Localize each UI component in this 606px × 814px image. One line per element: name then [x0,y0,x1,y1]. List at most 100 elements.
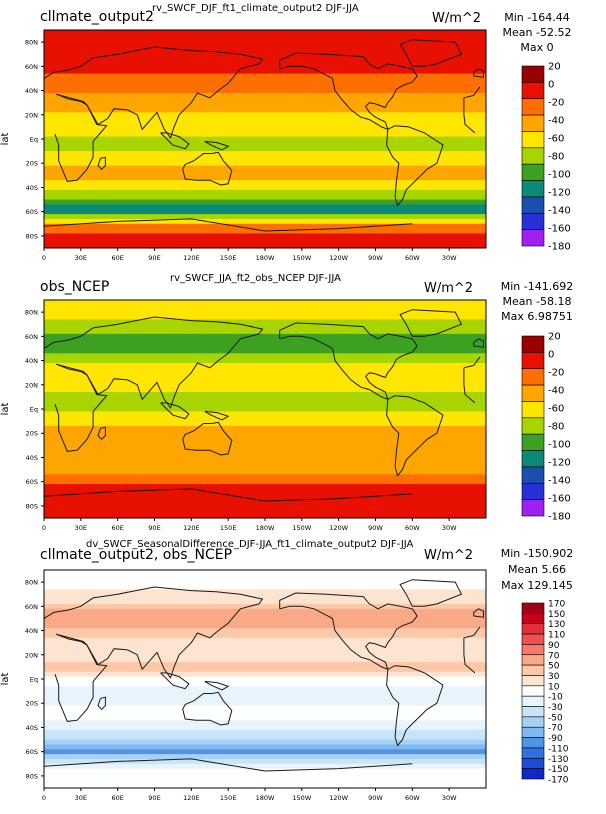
heatmap-band [44,54,486,60]
heatmap-band [44,695,486,702]
coastline [463,367,476,404]
colorbar-label: 0 [548,80,554,91]
colorbar-swatch [521,695,545,707]
panel-diff-plot: 80N 60N 40N 20N Eq 20S 40S 60S 80S 0 30E 60E 90E 120E… [0,569,569,802]
lon-tick-label: 90W [368,794,383,802]
coastline [54,363,108,452]
stat-mean: Mean 5.66 [508,563,566,576]
colorbar-swatch [521,417,545,435]
colorbar-swatch [521,82,545,100]
coastline [204,410,230,421]
lon-tick-label: 90W [368,254,383,262]
stat-min: Min -164.44 [504,11,570,24]
coastline [44,46,264,139]
heatmap-band [44,136,486,143]
lon-tick-label: 90E [148,254,160,262]
colorbar-swatch [521,98,545,116]
heatmap-band [44,628,486,634]
heatmap-band [44,126,486,133]
coastline [473,86,481,96]
heatmap-band [44,392,486,398]
colorbar-label: -120 [548,458,571,469]
heatmap-band [44,382,486,388]
heatmap-band [44,238,486,244]
colorbar-swatch [521,654,545,666]
colorbar-label: -160 [548,494,571,505]
panel-center-title: rv_SWCF_DJF_ft1_climate_output2 DJF-JJA [152,3,359,14]
heatmap-band [44,479,486,485]
coastline [386,125,444,207]
stat-max: Max 0 [520,41,554,54]
panel-obs-plot: 80N 60N 40N 20N Eq 20S 40S 60S 80S 0 30E 60E 90E 120E… [0,299,571,532]
lat-tick-label: 60S [26,748,38,756]
heatmap-band [44,739,486,745]
heatmap-band [44,194,486,201]
heatmap-band [44,199,486,205]
heatmap-band [44,411,486,417]
stat-min: Min -150.902 [500,547,574,560]
heatmap-band [44,170,486,176]
colorbar-label: 20 [548,332,561,343]
lon-tick-label: 150E [220,524,237,532]
colorbar-label: -40 [548,386,564,397]
colorbar-swatch [521,716,545,728]
lon-tick-label: 150E [220,254,237,262]
colorbar-label: 90 [548,641,560,651]
heatmap-band [44,705,486,712]
colorbar-swatch [521,450,545,468]
heatmap-band [44,122,486,128]
lon-tick-label: 30W [442,524,457,532]
heatmap-band [44,652,486,658]
lon-tick-label: 120E [183,524,200,532]
panel-obs: 80N 60N 40N 20N Eq 20S 40S 60S 80S 0 30E 60E 90E 120E… [0,270,606,538]
heatmap-band [44,30,486,36]
heatmap-band [44,681,486,687]
heatmap-band [44,691,486,697]
heatmap-band [44,377,486,383]
heatmap-band [44,425,486,432]
coastline [399,579,463,607]
colorbar-label: -140 [548,206,571,217]
heatmap-band [44,304,486,311]
heatmap-band [44,686,486,692]
coastline [160,402,190,420]
lat-tick-label: 20S [26,430,38,438]
heatmap-band [44,744,486,750]
coastline [473,338,484,348]
coastline [473,68,484,78]
heatmap-band [44,570,486,576]
heatmap-band [44,243,486,248]
lon-tick-label: 150W [292,524,311,532]
lat-tick-label: 60S [26,478,38,486]
coastline [463,634,474,639]
heatmap-band [44,34,486,41]
heatmap-band [44,725,486,731]
heatmap-band [44,749,486,755]
coastline [463,364,474,369]
panel-center-title: dv_SWCF_SeasonalDifference_DJF-JJA_ft1_c… [86,539,414,550]
colorbar-swatch [521,499,545,517]
stat-max: Max 6.98751 [501,310,573,323]
heatmap-band [44,348,486,354]
coastline [204,680,230,691]
heatmap-band [44,59,486,65]
colorbar-label: -20 [548,98,564,109]
heatmap-band [44,589,486,595]
colorbar-swatch [521,212,545,230]
heatmap-band [44,715,486,721]
lon-tick-label: 180W [256,254,275,262]
heatmap-band [44,97,486,104]
colorbar-label: -100 [548,170,571,181]
colorbar-swatch [521,482,545,500]
panel-title: cllmate_output2 [40,9,154,25]
lat-tick-label: 40S [26,454,38,462]
coastline [54,93,108,182]
heatmap-band [44,343,486,350]
colorbar-swatch [521,768,545,780]
heatmap-band [44,642,486,649]
lat-tick-label: 80S [26,502,38,510]
heatmap-band [44,416,486,422]
coastline [160,132,190,150]
colorbar-label: -10 [548,693,563,703]
heatmap-band [44,204,486,210]
